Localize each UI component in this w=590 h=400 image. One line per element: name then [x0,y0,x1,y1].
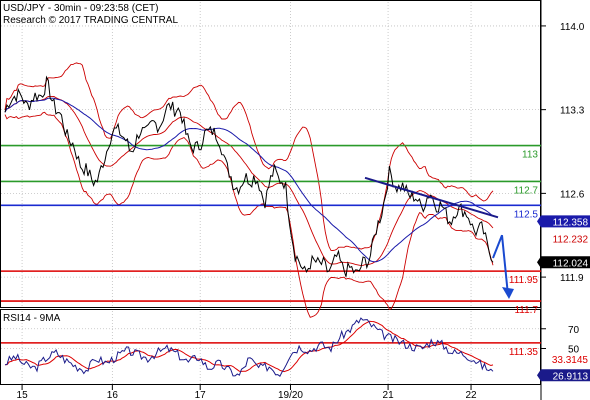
rsi-ma-line [4,320,494,373]
rsi-value-box-label: 26.9113 [553,371,589,382]
y-tick-label: 113.3 [560,106,585,117]
last-price-box-label: 112.024 [553,258,589,269]
x-tick-label: 17 [195,390,207,400]
chart-title: USD/JPY - 30min - 09:23:58 (CET) [3,3,158,14]
grid [1,2,541,384]
bollinger-lower-band [4,111,494,318]
x-axis-ticks: 15 16 17 19/20 21 22 [17,385,477,400]
level-label: 111.35 [509,347,539,358]
ma-value-box-bg [537,215,590,228]
last-price-box-bg [537,256,590,269]
ma-value-box-label: 112.358 [553,217,589,228]
level-label: 112.7 [514,185,539,196]
price-series [4,75,514,300]
x-tick-label: 15 [17,390,29,400]
rsi-tick-label: 70 [568,325,580,336]
rsi-panel-title: RSI14 - 9MA [3,313,61,324]
bollinger-upper-band [4,62,494,251]
x-tick-label: 21 [383,390,395,400]
price-y-ticks: 114.0 113.3 112.6 111.9 70 50 [541,22,585,355]
x-tick-label: 16 [107,390,119,400]
rsi-series [4,317,494,377]
bollinger-middle-band [4,95,494,267]
forecast-arrowhead [502,287,514,300]
rsi-tick-label: 50 [568,344,580,355]
level-label: 112.5 [514,209,539,220]
moving-average-line [4,97,494,263]
rsi-value-box-bg [537,369,590,382]
level-label: 111.95 [509,275,539,286]
x-tick-label: 22 [465,390,477,400]
rsi-line [4,317,494,377]
bollinger-value-label: 112.232 [553,234,589,245]
x-tick-label: 19/20 [278,390,303,400]
y-tick-label: 112.6 [560,189,585,200]
trendline [364,176,499,219]
forecast-arrow [492,234,509,296]
y-tick-label: 114.0 [560,22,585,33]
level-label: 111.7 [514,305,538,316]
rsi-ma-value-label: 33.3145 [552,355,589,366]
value-boxes: 112.358 112.232 112.024 33.3145 26.9113 [537,215,590,382]
price-line [4,75,494,277]
price-levels: 113 112.7 112.5 111.95 111.7 111.35 [1,144,541,358]
level-label: 113 [522,150,538,161]
y-tick-label: 111.9 [560,273,584,284]
bollinger-bands [4,62,494,318]
chart-subtitle: Research © 2017 TRADING CENTRAL [3,15,178,26]
